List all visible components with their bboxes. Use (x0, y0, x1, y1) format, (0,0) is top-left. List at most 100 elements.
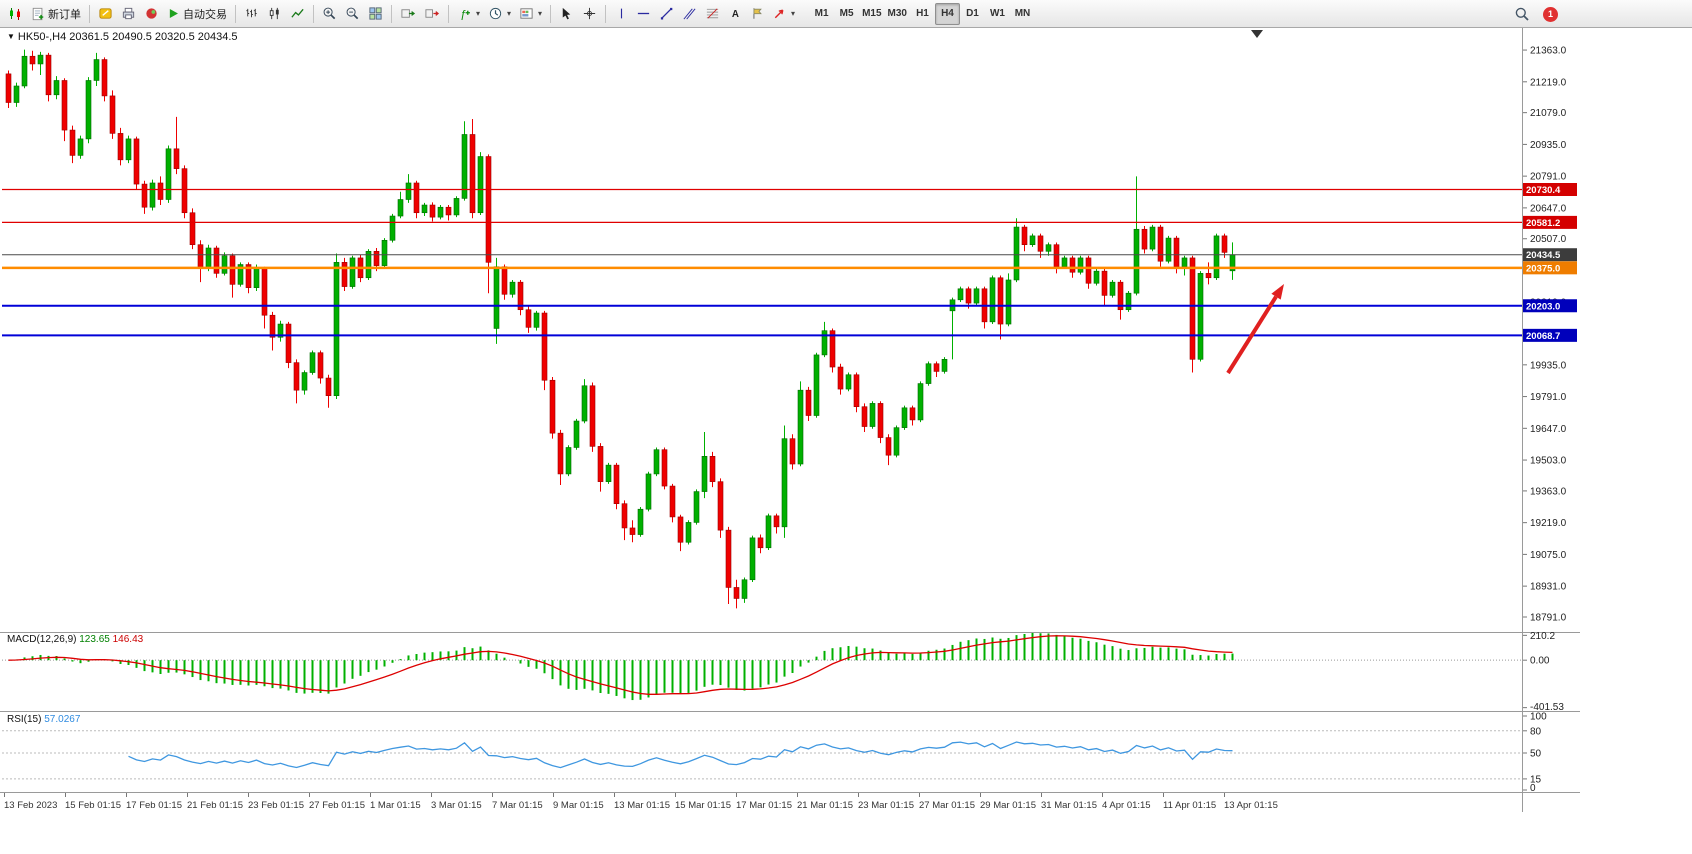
timeframe-button-h4[interactable]: H4 (934, 2, 960, 25)
zoom-out-icon (346, 7, 359, 20)
time-axis: 13 Feb 2023 15 Feb 01:15 17 Feb 01:15 21 Fe… (4, 793, 1278, 811)
text-button[interactable]: A (724, 3, 746, 25)
line-chart-icon (291, 8, 304, 18)
line-chart-button[interactable] (286, 3, 309, 25)
chart-shift-icon (425, 9, 440, 18)
svg-text:19791.0: 19791.0 (1530, 392, 1567, 403)
fibonacci-icon (706, 8, 719, 19)
mql5-community-button[interactable] (140, 3, 163, 25)
svg-text:21363.0: 21363.0 (1530, 46, 1567, 57)
mql5-community-icon (146, 8, 157, 19)
timeframe-button-d1[interactable]: D1 (960, 3, 985, 25)
macd-signal-value: 146.43 (112, 634, 144, 645)
svg-text:13 Mar 01:15: 13 Mar 01:15 (614, 800, 670, 811)
crosshair-icon (583, 7, 596, 20)
equidistant-channel-button[interactable] (678, 3, 701, 25)
metaeditor-icon (99, 8, 112, 19)
chevron-down-icon: ▾ (507, 8, 512, 18)
toolbar-separator (391, 4, 392, 23)
periods-button[interactable]: ▾ (484, 3, 515, 25)
svg-text:20935.0: 20935.0 (1530, 140, 1567, 151)
svg-text:80: 80 (1530, 726, 1542, 737)
text-icon: A (731, 9, 738, 20)
svg-text:19363.0: 19363.0 (1530, 486, 1567, 497)
auto-scroll-button[interactable] (396, 3, 420, 25)
flag-label-icon (753, 8, 762, 19)
svg-text:20375.0: 20375.0 (1526, 263, 1560, 274)
svg-text:21219.0: 21219.0 (1530, 77, 1567, 88)
svg-text:11 Apr 01:15: 11 Apr 01:15 (1163, 800, 1216, 811)
candlestick-chart-button[interactable] (263, 3, 286, 25)
collapse-triangle-icon: ▼ (7, 32, 15, 41)
timeframe-button-mn[interactable]: MN (1010, 3, 1035, 25)
svg-text:A: A (731, 9, 738, 20)
scroll-anchor-icon (1251, 30, 1263, 38)
indicators-icon: ƒ (460, 9, 470, 21)
svg-text:19503.0: 19503.0 (1530, 456, 1567, 467)
zoom-out-button[interactable] (341, 3, 364, 25)
chevron-down-icon: ▾ (538, 8, 543, 18)
new-order-label: 新订单 (48, 8, 81, 21)
auto-trading-button[interactable]: 自动交易 (163, 3, 231, 25)
svg-text:19219.0: 19219.0 (1530, 518, 1567, 529)
svg-text:20730.4: 20730.4 (1526, 185, 1561, 196)
svg-text:27 Mar 01:15: 27 Mar 01:15 (919, 800, 975, 811)
chevron-down-icon: ▾ (476, 8, 481, 18)
svg-text:18931.0: 18931.0 (1530, 582, 1567, 593)
metaeditor-button[interactable] (94, 3, 117, 25)
svg-text:50: 50 (1530, 749, 1542, 760)
rsi-indicator-label: RSI(15) 57.0267 (7, 714, 80, 725)
templates-button[interactable]: ▾ (515, 3, 546, 25)
timeframe-button-w1[interactable]: W1 (985, 3, 1010, 25)
new-chart-button[interactable] (3, 3, 27, 25)
zoom-in-button[interactable] (318, 3, 341, 25)
chart-shift-button[interactable] (420, 3, 444, 25)
trend-arrow-annotation[interactable] (1226, 284, 1284, 375)
svg-text:15 Feb 01:15: 15 Feb 01:15 (65, 800, 121, 811)
toolbar: 新订单 自动交易 (0, 0, 1692, 28)
trendline-button[interactable] (655, 3, 678, 25)
svg-text:20434.5: 20434.5 (1526, 250, 1561, 261)
trendline-icon (660, 7, 673, 20)
print-button[interactable] (117, 3, 140, 25)
rsi-name: RSI(15) (7, 714, 42, 725)
notifications-badge[interactable]: 1 (1543, 6, 1558, 22)
symbol-timeframe-label: HK50-,H4 (17, 31, 67, 43)
svg-text:15: 15 (1530, 774, 1542, 785)
svg-text:13 Feb 2023: 13 Feb 2023 (4, 800, 57, 811)
search-icon (1515, 7, 1529, 21)
svg-text:19647.0: 19647.0 (1530, 424, 1567, 435)
svg-text:20068.7: 20068.7 (1526, 331, 1560, 342)
toolbar-separator (89, 4, 90, 23)
timeframe-button-m15[interactable]: M15 (859, 3, 884, 25)
timeframe-button-m30[interactable]: M30 (885, 3, 910, 25)
svg-text:21 Feb 01:15: 21 Feb 01:15 (187, 800, 243, 811)
svg-text:31 Mar 01:15: 31 Mar 01:15 (1041, 800, 1097, 811)
timeframe-button-h1[interactable]: H1 (910, 3, 935, 25)
vertical-line-icon (620, 8, 622, 19)
svg-text:3 Mar 01:15: 3 Mar 01:15 (431, 800, 482, 811)
tile-windows-icon (369, 7, 382, 20)
crosshair-button[interactable] (578, 3, 601, 25)
bar-chart-button[interactable] (240, 3, 263, 25)
chevron-down-icon: ▾ (791, 8, 796, 18)
svg-text:17 Mar 01:15: 17 Mar 01:15 (736, 800, 792, 811)
toolbar-separator (448, 4, 449, 23)
text-label-button[interactable] (746, 3, 768, 25)
indicators-button[interactable]: ƒ ▾ (453, 3, 484, 25)
svg-text:23 Mar 01:15: 23 Mar 01:15 (858, 800, 914, 811)
timeframe-button-m5[interactable]: M5 (834, 3, 859, 25)
new-order-button[interactable]: 新订单 (27, 3, 85, 25)
tile-windows-button[interactable] (364, 3, 387, 25)
cursor-button[interactable] (555, 3, 578, 25)
macd-name: MACD(12,26,9) (7, 634, 77, 645)
fibonacci-button[interactable] (701, 3, 724, 25)
arrows-button[interactable]: ▾ (768, 3, 799, 25)
svg-text:17 Feb 01:15: 17 Feb 01:15 (126, 800, 182, 811)
vertical-line-button[interactable] (610, 3, 632, 25)
horizontal-line-button[interactable] (632, 3, 655, 25)
timeframe-button-m1[interactable]: M1 (809, 3, 834, 25)
search-button[interactable] (1510, 3, 1534, 25)
